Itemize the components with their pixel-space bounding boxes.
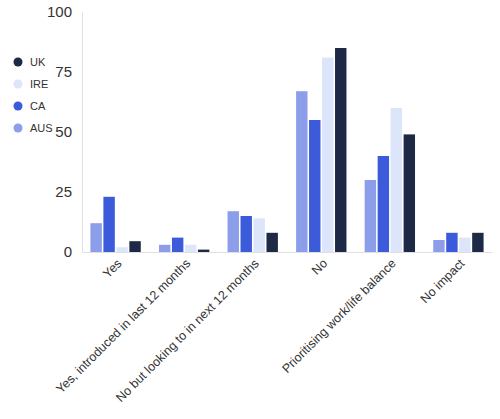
bar (172, 238, 183, 252)
chart: 0 25 50 75 100 YesYes, introduced in last 12 … (0, 0, 500, 419)
x-axis-line (83, 252, 493, 253)
y-tick-label: 50 (55, 123, 72, 140)
x-tick: Yes, introduced in last 12 months (53, 252, 193, 396)
bar (446, 233, 457, 252)
y-tick: 100 (47, 3, 82, 20)
bar (266, 233, 277, 252)
x-tick-label: Prioritising work/life balance (279, 256, 398, 375)
legend-item: AUS (14, 122, 53, 134)
bar (228, 211, 239, 252)
y-tick-label: 75 (55, 63, 72, 80)
series (90, 91, 444, 252)
bar (433, 240, 444, 252)
x-tick-label: No (309, 256, 330, 277)
plot: 0 25 50 75 100 YesYes, introduced in last 12 … (47, 3, 493, 405)
bar (459, 238, 470, 252)
bar (378, 156, 389, 252)
x-tick: No (309, 252, 330, 278)
legend-label: IRE (30, 78, 48, 90)
bar (322, 58, 333, 252)
y-tick: 75 (55, 63, 82, 80)
bar (129, 241, 140, 252)
legend-item: UK (14, 56, 46, 68)
x-tick-label: No impact (418, 256, 468, 306)
bar (391, 108, 402, 252)
series (129, 48, 483, 252)
series (116, 58, 470, 252)
legend-label: UK (30, 56, 46, 68)
x-tick-label: Yes, introduced in last 12 months (53, 256, 193, 396)
bar (365, 180, 376, 252)
legend: UK IRE CA AUS (14, 56, 53, 134)
y-tick: 0 (64, 243, 82, 260)
bar (472, 233, 483, 252)
legend-item: IRE (14, 78, 49, 90)
bar (198, 250, 209, 252)
legend-swatch (14, 102, 23, 111)
x-tick-label: No but looking to in next 12 months (113, 256, 261, 404)
x-tick-label: Yes (100, 256, 124, 280)
bar (296, 91, 307, 252)
y-tick: 50 (55, 123, 82, 140)
bar (185, 245, 196, 252)
legend-swatch (14, 58, 23, 67)
y-tick-label: 25 (55, 183, 72, 200)
legend-item: CA (14, 100, 46, 112)
y-tick: 25 (55, 183, 82, 200)
x-tick: Prioritising work/life balance (279, 252, 398, 376)
legend-label: CA (30, 100, 46, 112)
y-tick-label: 0 (64, 243, 72, 260)
y-axis-line (82, 13, 83, 253)
bar (159, 245, 170, 252)
legend-label: AUS (30, 122, 53, 134)
bar (103, 197, 114, 252)
bar (309, 120, 320, 252)
bar (404, 134, 415, 252)
y-tick-label: 100 (47, 3, 72, 20)
bar (241, 216, 252, 252)
bar (116, 247, 127, 252)
bar (335, 48, 346, 252)
bar (253, 218, 264, 252)
series (103, 120, 457, 252)
x-tick: Yes (100, 252, 124, 281)
bar (90, 223, 101, 252)
x-axis: YesYes, introduced in last 12 monthsNo b… (53, 252, 492, 405)
legend-swatch (14, 80, 23, 89)
x-tick: No but looking to in next 12 months (113, 252, 261, 405)
legend-swatch (14, 124, 23, 133)
bars (90, 48, 483, 252)
x-tick: No impact (418, 252, 468, 306)
